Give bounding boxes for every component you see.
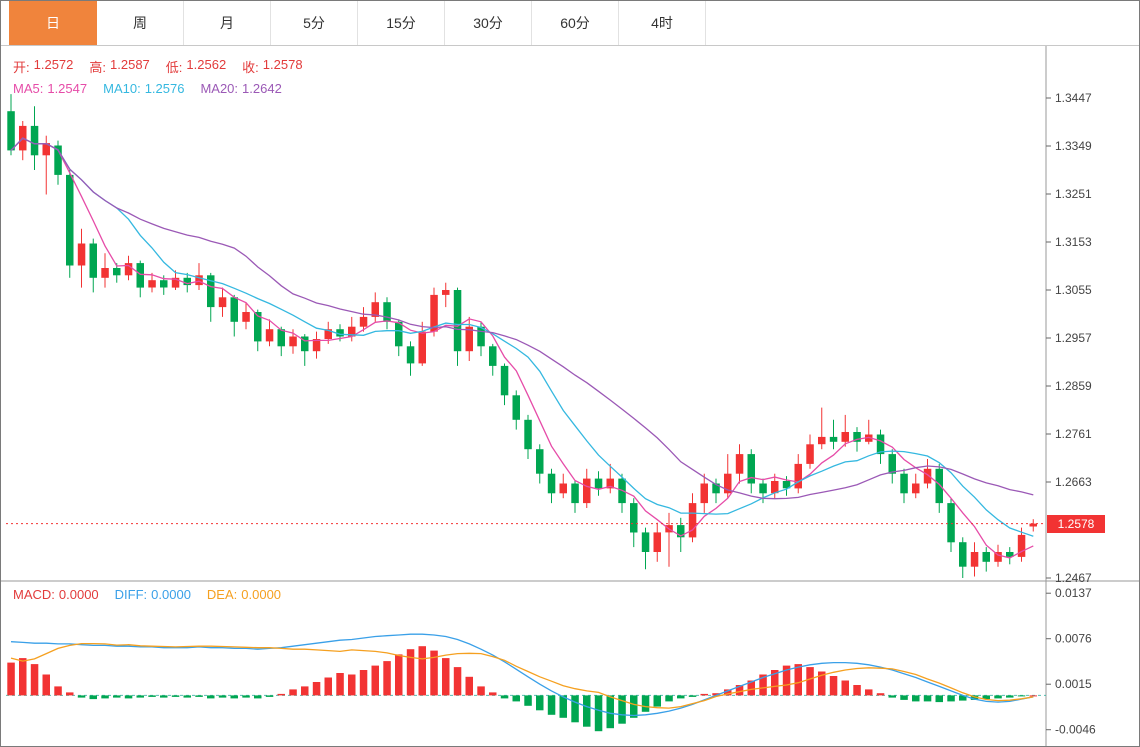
tab-60min[interactable]: 60分: [532, 1, 619, 45]
svg-text:1.3055: 1.3055: [1055, 283, 1092, 297]
svg-text:-0.0046: -0.0046: [1055, 723, 1096, 737]
svg-text:0.0137: 0.0137: [1055, 586, 1092, 600]
tab-5min[interactable]: 5分: [271, 1, 358, 45]
svg-text:1.2859: 1.2859: [1055, 379, 1092, 393]
svg-text:0.0076: 0.0076: [1055, 632, 1092, 646]
svg-text:1.2761: 1.2761: [1055, 427, 1092, 441]
svg-text:1.2957: 1.2957: [1055, 331, 1092, 345]
tab-15min[interactable]: 15分: [358, 1, 445, 45]
svg-text:0.0015: 0.0015: [1055, 677, 1092, 691]
svg-text:1.2663: 1.2663: [1055, 475, 1092, 489]
timeframe-toolbar: 日 周 月 5分 15分 30分 60分 4时: [1, 1, 1139, 46]
svg-text:1.3251: 1.3251: [1055, 187, 1092, 201]
tab-daily[interactable]: 日: [9, 1, 97, 45]
svg-text:1.3349: 1.3349: [1055, 139, 1092, 153]
tab-monthly[interactable]: 月: [184, 1, 271, 45]
svg-text:1.2467: 1.2467: [1055, 571, 1092, 585]
svg-text:1.3153: 1.3153: [1055, 235, 1092, 249]
price-tag: 1.2578: [1047, 515, 1105, 533]
chart-region[interactable]: 1.3447 1.3349 1.3251 1.3153 1.3055 1.2957 1.28…: [1, 46, 1140, 747]
tab-4hour[interactable]: 4时: [619, 1, 706, 45]
tab-weekly[interactable]: 周: [97, 1, 184, 45]
svg-text:1.3447: 1.3447: [1055, 91, 1092, 105]
candlestick-macd-canvas[interactable]: 1.3447 1.3349 1.3251 1.3153 1.3055 1.2957 1.28…: [1, 46, 1140, 747]
tab-30min[interactable]: 30分: [445, 1, 532, 45]
